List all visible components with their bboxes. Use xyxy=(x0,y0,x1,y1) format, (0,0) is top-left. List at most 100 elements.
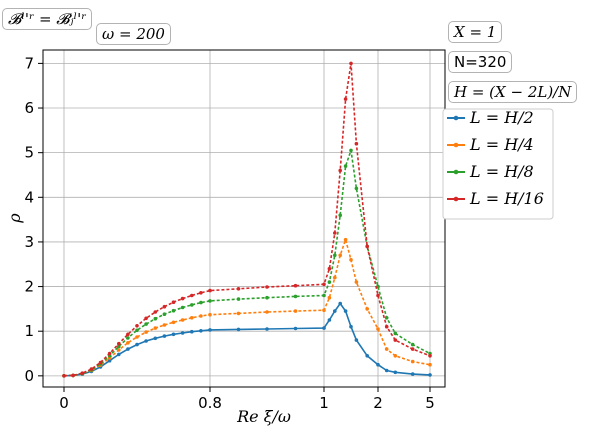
data-point xyxy=(393,338,398,342)
n-param-label: N=320 xyxy=(448,51,513,73)
data-point xyxy=(293,283,298,288)
data-point xyxy=(384,324,389,329)
data-point xyxy=(410,342,415,347)
x-tick-label: 0 xyxy=(59,394,69,412)
data-point xyxy=(117,352,121,357)
data-point xyxy=(171,320,176,325)
data-point xyxy=(236,287,241,291)
data-point xyxy=(208,288,212,293)
data-point xyxy=(190,329,194,334)
data-point xyxy=(144,316,148,321)
data-point xyxy=(322,282,326,287)
data-point xyxy=(293,294,298,299)
data-point xyxy=(153,310,158,314)
data-point xyxy=(171,308,176,313)
data-point xyxy=(384,316,389,320)
data-point xyxy=(62,374,66,378)
data-point xyxy=(180,305,185,310)
data-point xyxy=(107,351,112,356)
y-tick-label: 5 xyxy=(24,144,34,162)
data-point xyxy=(410,359,415,364)
data-point xyxy=(338,213,343,217)
data-point xyxy=(322,326,326,330)
data-point xyxy=(199,314,203,318)
data-point xyxy=(265,295,269,300)
data-point xyxy=(343,97,348,101)
data-point xyxy=(144,322,148,326)
data-point xyxy=(365,354,370,358)
data-point xyxy=(338,253,343,258)
data-point xyxy=(293,309,298,313)
data-point xyxy=(265,310,269,314)
series-line xyxy=(63,150,431,377)
data-point xyxy=(190,303,194,307)
data-point xyxy=(89,367,94,371)
data-point xyxy=(293,326,298,331)
data-point xyxy=(265,327,269,331)
data-point xyxy=(162,312,167,317)
data-point xyxy=(365,307,370,311)
data-point xyxy=(333,275,337,280)
data-point xyxy=(333,253,337,258)
data-point xyxy=(376,327,380,331)
ticks: 0 1 2 3 4 5 6 7 0 0.8 1 2 5 xyxy=(24,54,434,412)
x-tick-label: 5 xyxy=(425,394,435,412)
data-point xyxy=(349,148,353,153)
x-tick-label: 0.8 xyxy=(198,394,222,412)
legend-marker xyxy=(453,142,459,148)
data-point xyxy=(327,318,332,322)
h-param-label: H = (X − 2L)/N xyxy=(448,81,578,103)
data-point xyxy=(333,231,337,235)
data-point xyxy=(117,344,121,349)
x-tick-label: 1 xyxy=(319,394,329,412)
data-point xyxy=(162,334,167,338)
data-point xyxy=(117,341,121,346)
data-point xyxy=(199,291,203,295)
data-point xyxy=(126,341,130,345)
series-line xyxy=(63,302,431,377)
data-point xyxy=(236,311,241,316)
data-point xyxy=(349,324,353,329)
data-point xyxy=(126,332,130,337)
data-point xyxy=(144,330,148,334)
y-tick-label: 1 xyxy=(24,322,34,340)
data-point xyxy=(376,284,380,289)
data-point xyxy=(349,61,353,66)
data-point xyxy=(354,141,359,146)
data-point xyxy=(126,347,130,351)
data-point xyxy=(410,372,415,376)
legend-label: L = H/16 xyxy=(469,189,544,208)
data-point xyxy=(393,370,398,375)
legend-marker xyxy=(453,196,459,202)
y-tick-label: 6 xyxy=(24,99,34,117)
legend: L = H/2 L = H/4 L = H/8 L = H/16 xyxy=(447,108,544,208)
data-point xyxy=(208,328,212,332)
data-point xyxy=(343,309,348,313)
plot-frame xyxy=(42,49,446,388)
data-point xyxy=(153,336,158,341)
data-point xyxy=(135,324,139,328)
data-point xyxy=(384,347,389,351)
legend-label: L = H/2 xyxy=(469,108,534,127)
data-point xyxy=(349,258,353,262)
y-axis-label: ρ xyxy=(5,213,24,224)
data-point xyxy=(338,168,343,173)
series-line xyxy=(63,63,431,377)
data-point xyxy=(190,293,194,298)
y-tick-label: 2 xyxy=(24,278,34,296)
data-point xyxy=(327,280,332,284)
series-layer xyxy=(62,61,432,378)
data-point xyxy=(384,368,389,373)
data-point xyxy=(365,244,370,249)
data-point xyxy=(322,293,326,298)
data-point xyxy=(135,335,139,339)
data-point xyxy=(236,327,241,332)
data-point xyxy=(171,300,176,305)
legend-marker xyxy=(453,115,459,121)
data-point xyxy=(117,348,121,352)
data-point xyxy=(354,186,359,191)
data-point xyxy=(153,326,158,330)
data-point xyxy=(327,295,332,300)
legend-box xyxy=(442,108,554,220)
